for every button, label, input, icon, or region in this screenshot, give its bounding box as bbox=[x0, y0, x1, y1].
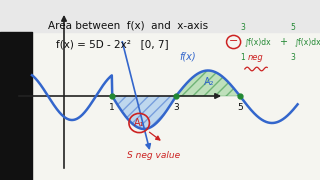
Text: 3: 3 bbox=[173, 103, 179, 112]
Text: 5: 5 bbox=[290, 22, 295, 32]
Text: −: − bbox=[229, 36, 238, 46]
Text: Area between  f(x)  and  x-axis: Area between f(x) and x-axis bbox=[48, 21, 208, 31]
Text: ∫f(x)dx: ∫f(x)dx bbox=[245, 37, 271, 46]
Text: S neg value: S neg value bbox=[127, 152, 180, 161]
Text: 1: 1 bbox=[240, 53, 245, 62]
Text: 3: 3 bbox=[240, 22, 245, 32]
Text: 5: 5 bbox=[237, 103, 243, 112]
Text: 1: 1 bbox=[109, 103, 115, 112]
Text: A₂: A₂ bbox=[204, 77, 215, 87]
Text: f(x): f(x) bbox=[179, 51, 196, 62]
Text: A₁: A₁ bbox=[134, 118, 144, 128]
Text: ∫f(x)dx: ∫f(x)dx bbox=[295, 37, 320, 46]
Text: f(x) = 5D - 2x²   [0, 7]: f(x) = 5D - 2x² [0, 7] bbox=[56, 39, 168, 49]
Text: neg: neg bbox=[248, 53, 264, 62]
Text: 3: 3 bbox=[290, 53, 295, 62]
Text: +: + bbox=[279, 37, 287, 47]
